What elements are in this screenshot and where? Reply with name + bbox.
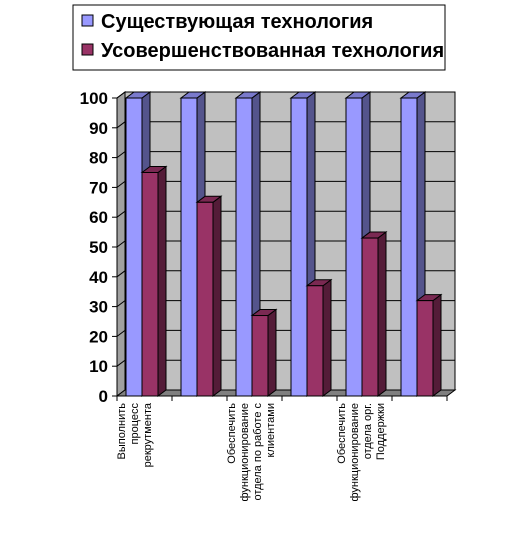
x-category-label-5-line-1: Обеспечить bbox=[336, 403, 348, 464]
legend-swatch-1 bbox=[81, 14, 94, 27]
bar-s2-c4 bbox=[305, 278, 333, 397]
gridline-20 bbox=[116, 329, 455, 337]
y-tick-label-90: 90 bbox=[89, 119, 108, 138]
legend-label-2: Усовершенствованная технология bbox=[101, 40, 444, 62]
gridline-60 bbox=[116, 210, 455, 218]
legend-swatch-2 bbox=[81, 43, 94, 56]
bar-front bbox=[361, 237, 379, 397]
y-tick-label-100: 100 bbox=[80, 89, 108, 108]
y-tick-label-0: 0 bbox=[99, 387, 108, 406]
x-category-label-1-line-2: процесс bbox=[129, 403, 141, 445]
y-tick-label-50: 50 bbox=[89, 238, 108, 257]
bar-front bbox=[196, 201, 214, 397]
bar-side bbox=[267, 308, 277, 397]
bar-front bbox=[400, 97, 418, 397]
gridline-80 bbox=[116, 151, 455, 159]
x-category-label-3-line-3: отдела по работе с bbox=[252, 403, 264, 501]
bar-front bbox=[345, 97, 363, 397]
y-tick-label-30: 30 bbox=[89, 298, 108, 317]
bar-front bbox=[290, 97, 308, 397]
bar-side bbox=[432, 293, 442, 397]
x-category-label-1-line-3: рекрутмента bbox=[142, 402, 154, 467]
bar-side bbox=[377, 231, 387, 397]
bar-s2-c3 bbox=[250, 308, 278, 397]
bar-s2-c1 bbox=[140, 165, 168, 397]
x-category-label-3-line-2: функционирование bbox=[239, 403, 251, 502]
bar-side bbox=[322, 278, 332, 397]
x-category-label-1-line-1: Выполнить bbox=[116, 403, 128, 460]
x-axis: Выполнить процесс рекрутмента Обеспечить фун… bbox=[116, 395, 448, 502]
legend: Существующая технология Усовершенствованн… bbox=[72, 4, 446, 71]
y-tick-label-40: 40 bbox=[89, 268, 108, 287]
gridline-100 bbox=[116, 91, 455, 99]
bar-s2-c6 bbox=[415, 293, 443, 397]
bar-front bbox=[180, 97, 198, 397]
x-category-label-5-line-2: функционирование bbox=[349, 403, 361, 502]
x-category-label-3-line-4: клиентами bbox=[265, 403, 277, 457]
y-tick-label-10: 10 bbox=[89, 357, 108, 376]
x-category-label-5-line-3: отдела орг. bbox=[362, 403, 374, 459]
bar-front bbox=[125, 97, 143, 397]
legend-box bbox=[72, 4, 446, 71]
y-tick-label-60: 60 bbox=[89, 208, 108, 227]
x-category-label-3-line-1: Обеспечить bbox=[226, 403, 238, 464]
y-tick-label-70: 70 bbox=[89, 178, 108, 197]
y-tick-label-20: 20 bbox=[89, 327, 108, 346]
bar-s2-c5 bbox=[360, 231, 388, 397]
bar-front bbox=[251, 315, 269, 397]
gridline-90 bbox=[116, 121, 455, 129]
bar-front bbox=[235, 97, 253, 397]
y-tick-label-80: 80 bbox=[89, 149, 108, 168]
y-axis: 0 10 20 30 40 50 60 70 80 90 100 bbox=[80, 89, 118, 406]
bar-side bbox=[157, 165, 167, 397]
bar-front bbox=[141, 172, 159, 397]
gridline-40 bbox=[116, 270, 455, 278]
bar-front bbox=[416, 300, 434, 397]
gridline-50 bbox=[116, 240, 455, 248]
gridline-30 bbox=[116, 300, 455, 308]
gridline-10 bbox=[116, 359, 455, 367]
legend-label-1: Существующая технология bbox=[101, 11, 373, 33]
gridline-70 bbox=[116, 180, 455, 188]
x-category-label-5-line-4: Поддержки bbox=[375, 403, 387, 460]
bar-side bbox=[212, 195, 222, 397]
bar-s2-c2 bbox=[195, 195, 223, 397]
bar-front bbox=[306, 285, 324, 397]
